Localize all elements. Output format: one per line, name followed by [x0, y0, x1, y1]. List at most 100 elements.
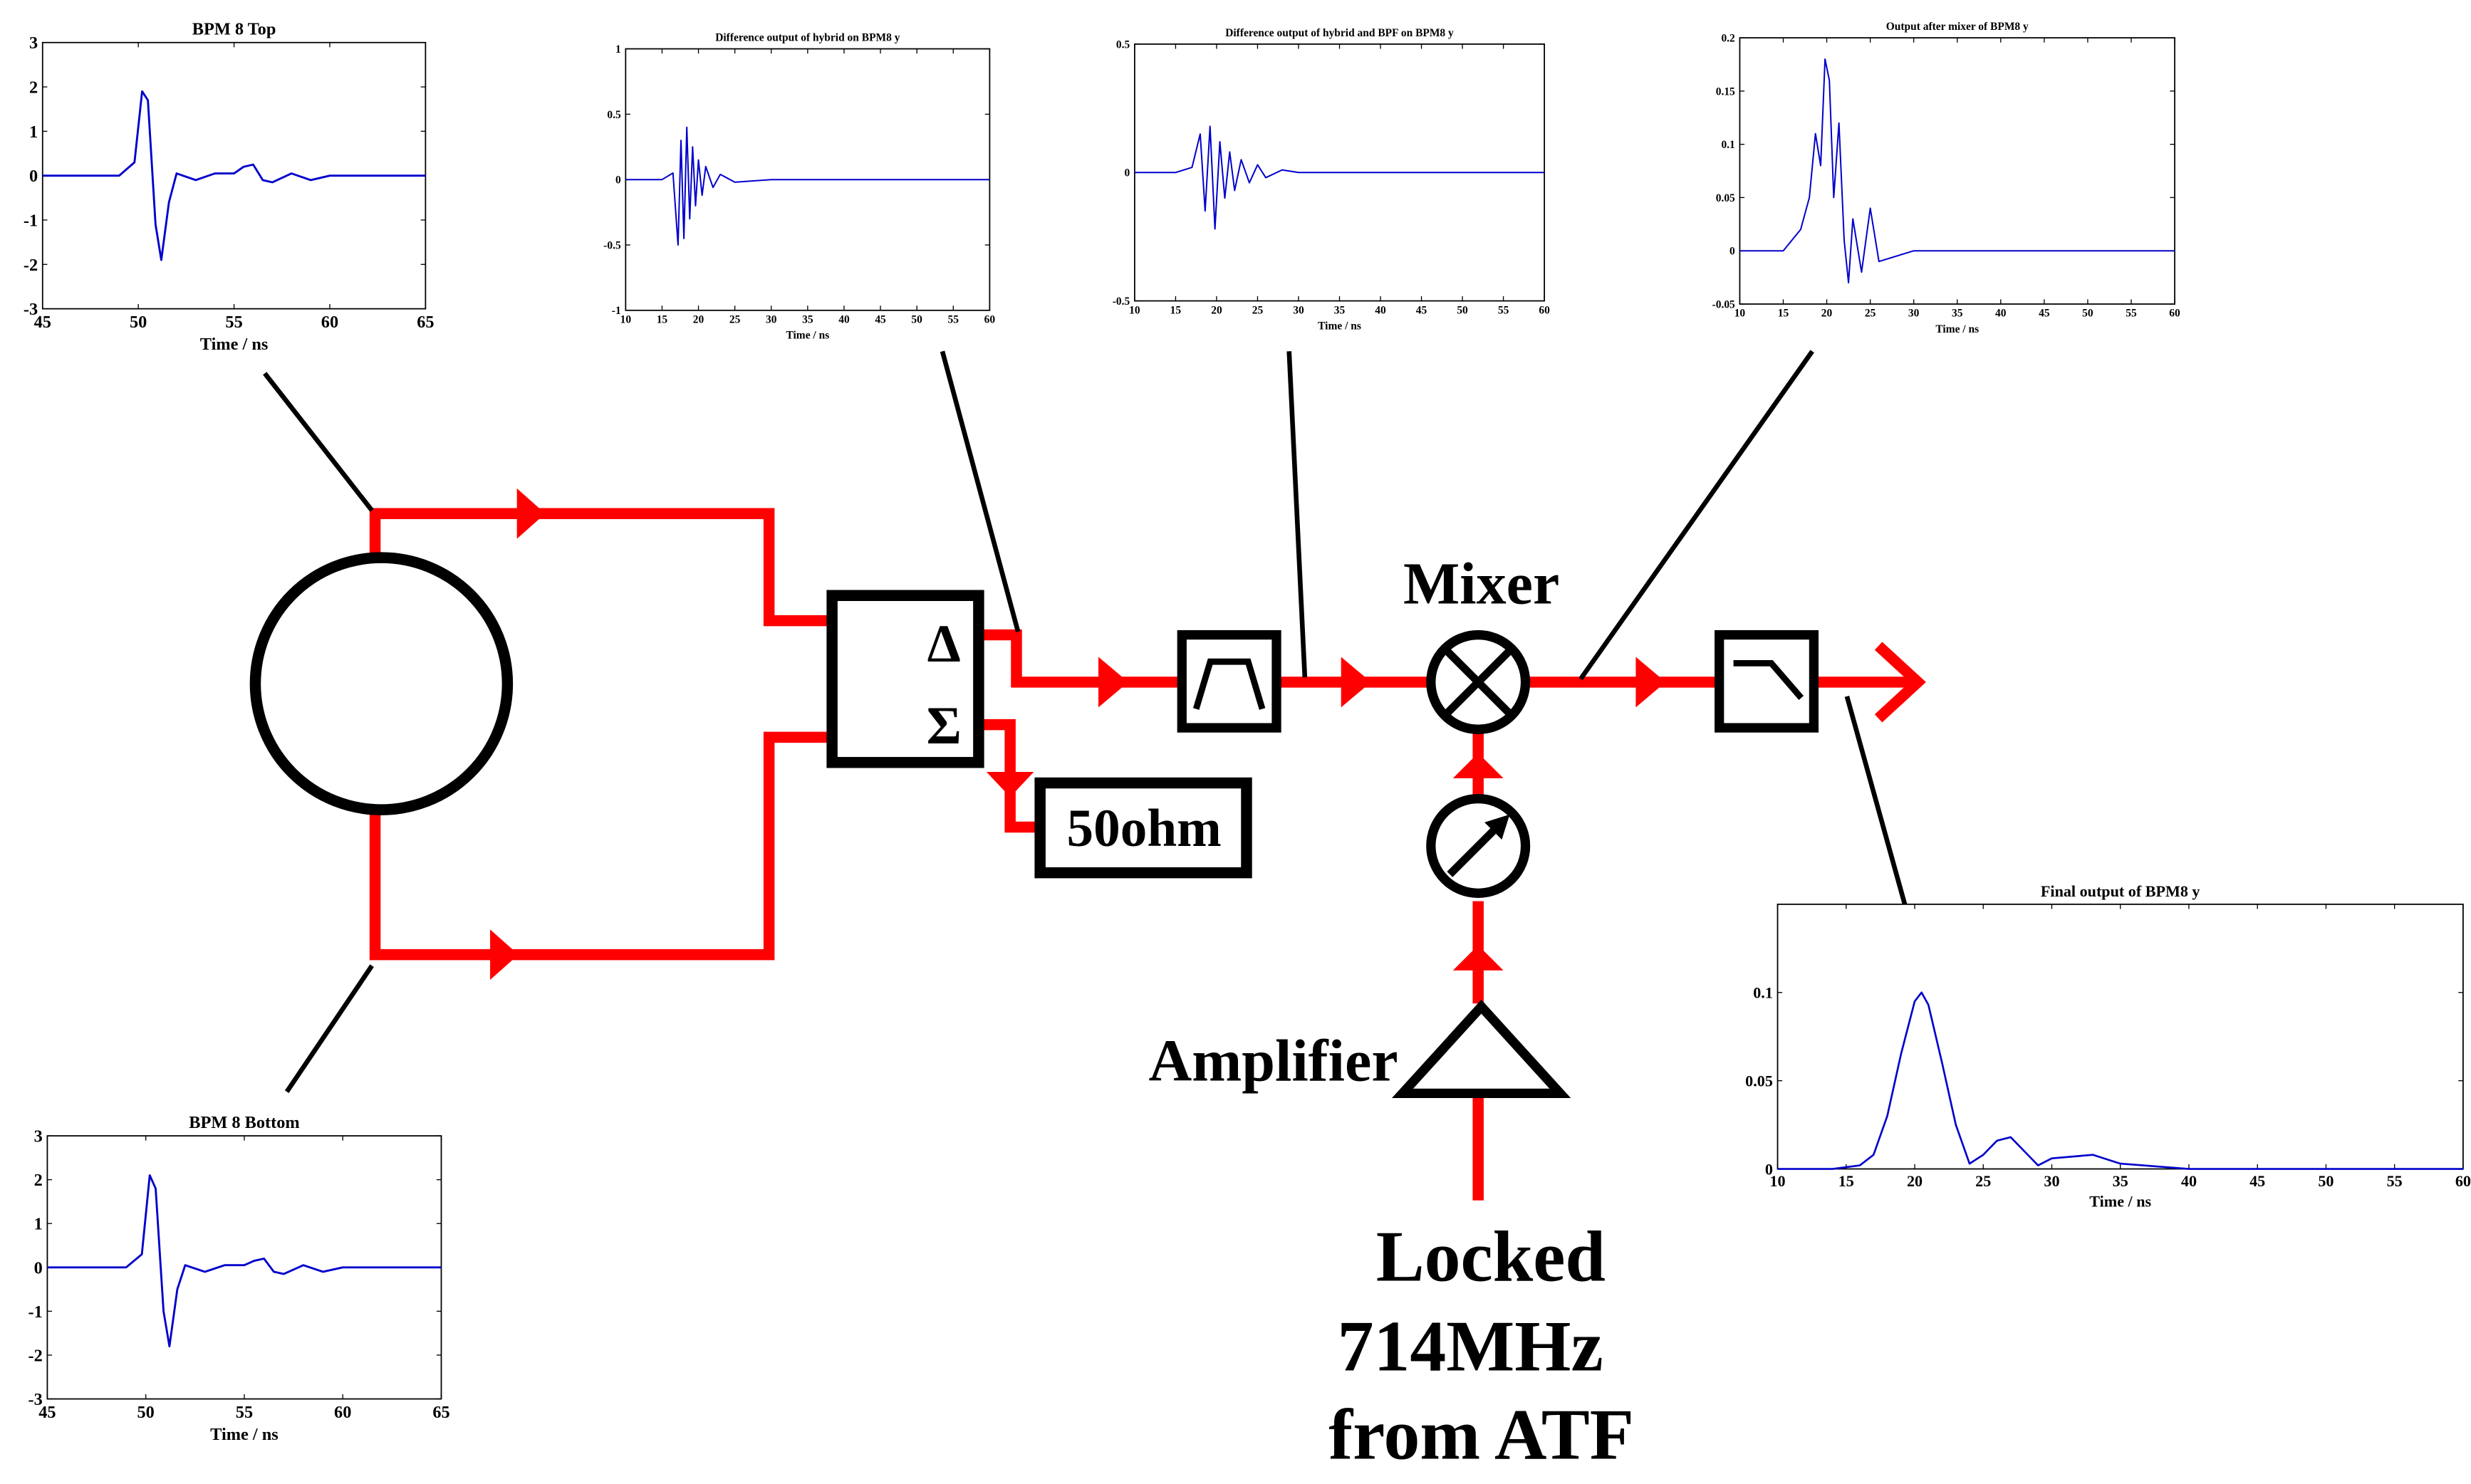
x-tick-label: 20: [693, 314, 704, 326]
plot-final-output: Final output of BPM8 y Time / ns 10 15 20 25 3…: [1745, 882, 2471, 1211]
x-tick-label: 50: [1457, 304, 1468, 316]
plot-xlabel: Time / ns: [2089, 1193, 2151, 1211]
source-label: Locked 714MHz from ATF: [1328, 1217, 1634, 1475]
x-tick-label: 25: [729, 314, 741, 326]
x-tick-label: 15: [657, 314, 668, 326]
plot-xlabel: Time / ns: [786, 330, 829, 342]
y-tick-label: 0: [29, 167, 38, 186]
x-tick-label: 25: [1975, 1172, 1991, 1190]
amplifier-label: Amplifier: [1149, 1028, 1398, 1094]
pickup-top-line: [369, 508, 833, 627]
x-tick-label: 45: [34, 313, 51, 332]
x-tick-label: 60: [321, 313, 338, 332]
y-tick-label: 2: [29, 78, 38, 98]
y-tick-label: 0.2: [1721, 33, 1735, 45]
y-tick-label: 3: [34, 1127, 43, 1146]
x-tick-label: 45: [1416, 304, 1427, 316]
mixer-label: Mixer: [1403, 550, 1559, 617]
x-tick-label: 45: [2039, 308, 2050, 320]
x-tick-label: 55: [2126, 308, 2137, 320]
x-tick-label: 20: [1821, 308, 1833, 320]
x-tick-label: 60: [2455, 1172, 2471, 1190]
x-tick-label: 45: [875, 314, 886, 326]
y-tick-label: 0: [1729, 246, 1735, 258]
x-tick-label: 30: [1908, 308, 1920, 320]
mixer-cross-circle-icon: [1426, 629, 1531, 734]
y-tick-label: 0.1: [1721, 139, 1734, 151]
y-tick-label: -1: [612, 305, 621, 317]
y-tick-label: 0.05: [1745, 1072, 1773, 1090]
x-tick-label: 50: [911, 314, 922, 326]
y-tick-label: 0.15: [1716, 85, 1735, 98]
y-tick-label: -0.5: [1113, 296, 1130, 308]
x-tick-label: 50: [2318, 1172, 2334, 1190]
arrow-bottom: [490, 929, 519, 981]
x-tick-label: 25: [1252, 304, 1264, 316]
plot-xlabel: Time / ns: [200, 335, 269, 354]
signal-trace: [625, 126, 990, 246]
y-tick-label: 0: [615, 174, 621, 187]
y-tick-label: 1: [29, 122, 38, 142]
delta-output-line: [978, 629, 1182, 688]
phase-shifter-icon: [1426, 794, 1531, 899]
x-tick-label: 40: [2181, 1172, 2197, 1190]
y-tick-label: 1: [34, 1215, 43, 1234]
x-tick-label: 35: [1334, 304, 1346, 316]
x-tick-label: 15: [1778, 308, 1789, 320]
plot-title: BPM 8 Top: [192, 20, 276, 39]
plot-frame: [1739, 37, 2175, 305]
y-tick-label: -0.5: [603, 239, 621, 251]
y-tick-label: -3: [28, 1390, 43, 1409]
x-tick-label: 50: [2082, 308, 2093, 320]
sigma-symbol: Σ: [927, 696, 962, 756]
x-tick-label: 60: [2169, 308, 2180, 320]
signal-trace: [42, 90, 426, 261]
y-tick-label: -1: [28, 1302, 43, 1322]
x-tick-label: 65: [432, 1403, 449, 1422]
signal-trace: [47, 1174, 442, 1348]
plot-bpm8-bottom: BPM 8 Bottom Time / ns 45 50 55 60 65 3 2 1 0 -1 -2 -…: [28, 1113, 450, 1444]
x-tick-label: 15: [1170, 304, 1182, 316]
x-tick-label: 45: [2249, 1172, 2265, 1190]
source-line-3: from ATF: [1328, 1395, 1634, 1475]
amplifier-triangle-icon: [1392, 999, 1571, 1098]
signal-trace: [1739, 58, 2175, 284]
y-tick-label: 0: [34, 1258, 43, 1277]
x-tick-label: 15: [1838, 1172, 1854, 1190]
signal-trace: [1777, 991, 2463, 1170]
arrow-sigma: [986, 772, 1034, 798]
x-tick-label: 30: [2044, 1172, 2059, 1190]
plot-bpm8-top: BPM 8 Top Time / ns 45 50 55 60 65 3 2 1 0 -1 -2 -3: [24, 20, 435, 354]
x-tick-label: 55: [236, 1403, 253, 1422]
x-tick-label: 50: [137, 1403, 155, 1422]
y-tick-label: 0.5: [1116, 38, 1130, 51]
x-tick-label: 20: [1907, 1172, 1923, 1190]
hybrid-box-icon: Δ Σ: [826, 590, 984, 768]
x-tick-label: 10: [1129, 304, 1140, 316]
y-tick-label: 3: [29, 33, 38, 53]
plot-xlabel: Time / ns: [210, 1425, 279, 1444]
arrow-top: [516, 488, 546, 539]
arrow-lo-2: [1452, 753, 1504, 778]
plot-xlabel: Time / ns: [1318, 320, 1361, 332]
x-tick-label: 40: [1375, 304, 1386, 316]
y-tick-label: 0.5: [607, 109, 621, 121]
plot-bpf-difference: Difference output of hybrid and BPF on B…: [1113, 27, 1550, 332]
plot-xlabel: Time / ns: [1935, 323, 1979, 335]
plot-title: Difference output of hybrid on BPM8 y: [715, 32, 900, 44]
termination-label: 50ohm: [1067, 799, 1222, 858]
leader-mixer: [1578, 350, 1814, 681]
plot-title: Output after mixer of BPM8 y: [1886, 21, 2029, 33]
x-tick-label: 40: [1995, 308, 2007, 320]
source-line-2: 714MHz: [1338, 1307, 1603, 1387]
x-tick-label: 55: [1498, 304, 1509, 316]
plot-hybrid-difference: Difference output of hybrid on BPM8 y Tim…: [603, 32, 995, 342]
leader-bottom: [284, 964, 374, 1093]
signal-arrows: [490, 488, 1666, 981]
x-tick-label: 35: [2113, 1172, 2128, 1190]
y-tick-label: -2: [28, 1346, 43, 1365]
leader-bpf: [1286, 351, 1308, 678]
x-tick-label: 65: [417, 313, 434, 332]
x-tick-label: 45: [38, 1403, 56, 1422]
